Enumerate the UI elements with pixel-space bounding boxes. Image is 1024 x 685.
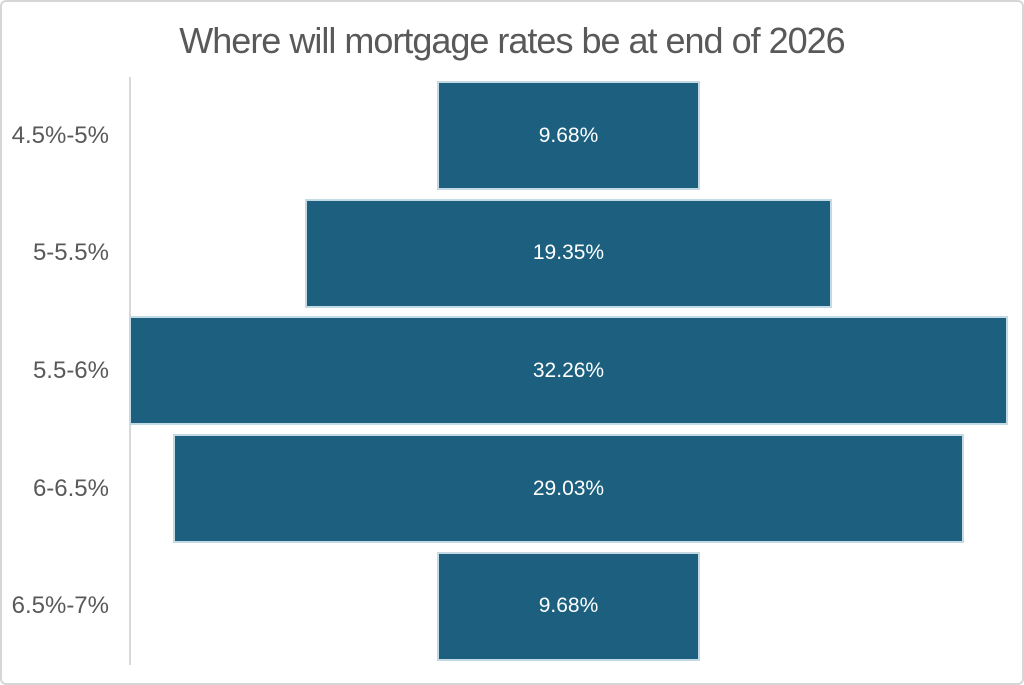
bar-area: 32.26% bbox=[129, 312, 1008, 430]
category-label: 5-5.5% bbox=[32, 239, 109, 267]
plot-area: 4.5%-5% 9.68% 5-5.5% 19.35% 5.5-6% 32.26% 6-6.… bbox=[2, 77, 1008, 665]
bar-area: 29.03% bbox=[129, 430, 1008, 548]
bar-value-label: 29.03% bbox=[532, 476, 605, 500]
bar: 9.68% bbox=[436, 551, 701, 661]
bar-value-label: 9.68% bbox=[538, 123, 599, 147]
bar-value-label: 9.68% bbox=[538, 594, 599, 618]
chart-row: 5-5.5% 19.35% bbox=[2, 195, 1008, 313]
chart-row: 6.5%-7% 9.68% bbox=[2, 547, 1008, 665]
bar: 29.03% bbox=[173, 434, 964, 544]
bar-area: 9.68% bbox=[129, 547, 1008, 665]
category-label: 5.5-6% bbox=[32, 356, 109, 384]
bar-value-label: 19.35% bbox=[532, 241, 605, 265]
bar-rows: 4.5%-5% 9.68% 5-5.5% 19.35% 5.5-6% 32.26% 6-6.… bbox=[2, 77, 1008, 665]
bar-area: 9.68% bbox=[129, 77, 1008, 195]
bar: 9.68% bbox=[436, 81, 701, 191]
bar-area: 19.35% bbox=[129, 195, 1008, 313]
bar: 19.35% bbox=[304, 198, 833, 308]
chart-row: 5.5-6% 32.26% bbox=[2, 312, 1008, 430]
bar-value-label: 32.26% bbox=[532, 358, 605, 382]
category-label: 6.5%-7% bbox=[11, 592, 109, 620]
category-label: 4.5%-5% bbox=[11, 121, 109, 149]
chart-row: 4.5%-5% 9.68% bbox=[2, 77, 1008, 195]
chart-title: Where will mortgage rates be at end of 2… bbox=[179, 20, 845, 61]
category-label: 6-6.5% bbox=[32, 474, 109, 502]
bar: 32.26% bbox=[129, 316, 1008, 426]
chart-row: 6-6.5% 29.03% bbox=[2, 430, 1008, 548]
